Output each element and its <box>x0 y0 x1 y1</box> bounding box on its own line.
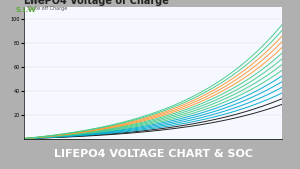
Text: S.I.W: S.I.W <box>15 7 36 13</box>
Text: LIFEPO4 VOLTAGE CHART & SOC: LIFEPO4 VOLTAGE CHART & SOC <box>53 149 253 159</box>
Text: State off Charge: State off Charge <box>27 6 67 11</box>
Text: State Of: State Of <box>27 0 47 4</box>
Text: LifePO4 Voltage of Charge: LifePO4 Voltage of Charge <box>24 0 169 6</box>
